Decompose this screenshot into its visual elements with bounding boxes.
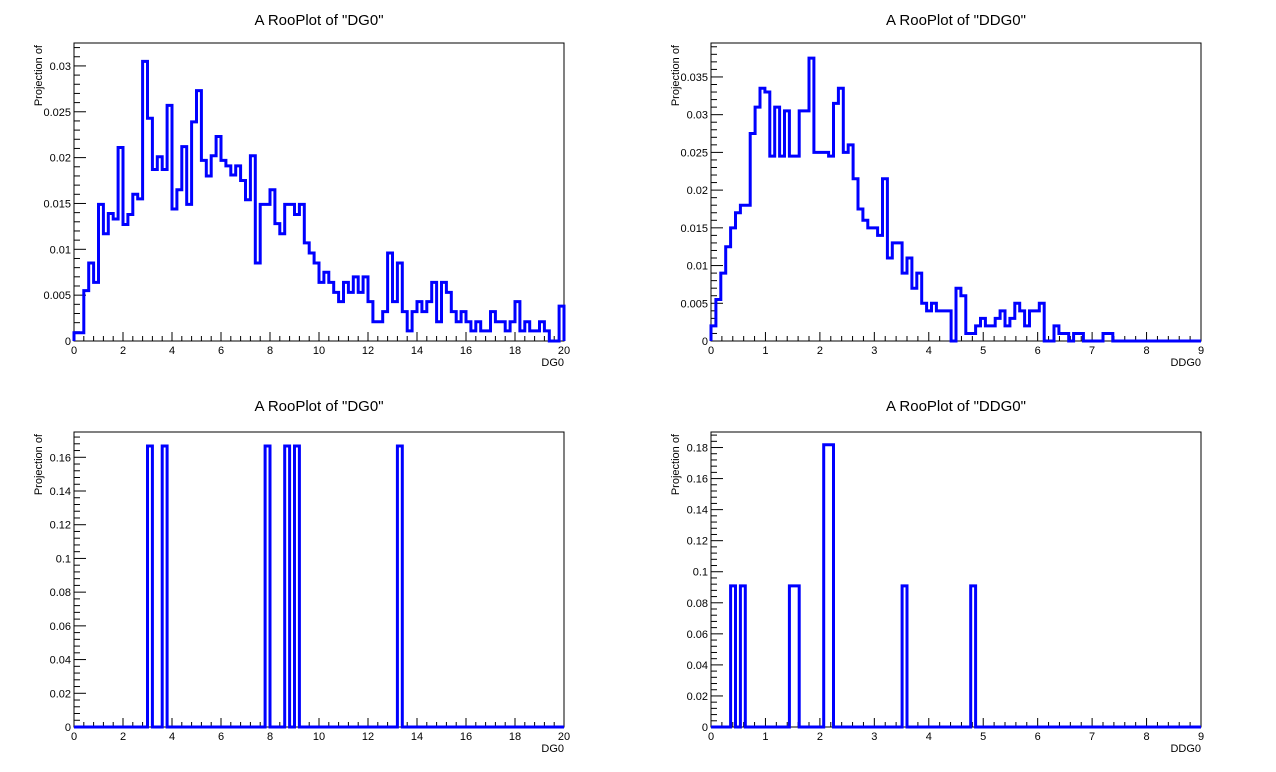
x-tick-label: 6 [1035, 731, 1041, 743]
x-tick-label: 1 [762, 345, 768, 357]
y-tick-label: 0.02 [50, 153, 71, 165]
x-tick-label: 5 [980, 345, 986, 357]
y-tick-label: 0.1 [56, 553, 71, 565]
y-tick-label: 0.005 [680, 298, 708, 310]
x-tick-label: 18 [509, 345, 521, 357]
y-tick-label: 0.025 [43, 107, 71, 119]
y-axis-label: Projection of [33, 433, 45, 495]
y-tick-label: 0 [65, 336, 71, 348]
y-axis-label: Projection of [670, 433, 682, 495]
x-tick-label: 1 [762, 731, 768, 743]
x-tick-label: 3 [871, 345, 877, 357]
y-tick-label: 0.18 [687, 443, 708, 455]
y-tick-label: 0.025 [680, 147, 708, 159]
x-tick-label: 20 [558, 345, 570, 357]
y-tick-label: 0.03 [50, 61, 71, 73]
x-tick-label: 6 [1035, 345, 1041, 357]
x-tick-label: 0 [708, 345, 714, 357]
x-tick-label: 9 [1198, 345, 1204, 357]
x-tick-label: 8 [267, 345, 273, 357]
y-tick-label: 0.005 [43, 290, 71, 302]
x-axis-label: DG0 [541, 357, 564, 369]
x-tick-label: 8 [267, 731, 273, 743]
y-tick-label: 0.06 [687, 629, 708, 641]
x-tick-label: 10 [313, 345, 325, 357]
x-tick-label: 4 [169, 345, 175, 357]
y-tick-label: 0.16 [687, 474, 708, 486]
x-tick-label: 3 [871, 731, 877, 743]
y-tick-label: 0.12 [687, 536, 708, 548]
y-tick-label: 0.03 [687, 110, 708, 122]
y-tick-label: 0.08 [687, 598, 708, 610]
x-tick-label: 2 [120, 345, 126, 357]
x-tick-label: 0 [708, 731, 714, 743]
x-tick-label: 4 [169, 731, 175, 743]
y-tick-label: 0.02 [687, 691, 708, 703]
x-tick-label: 0 [71, 731, 77, 743]
chart-panel-4: A RooPlot of "DDG0" Projection of DDG0 0 1 2 3… [670, 398, 1204, 755]
chart-title: A RooPlot of "DDG0" [886, 12, 1026, 29]
histogram-series-1 [711, 443, 1201, 729]
x-tick-label: 4 [926, 345, 932, 357]
y-tick-label: 0.02 [50, 688, 71, 700]
chart-panel-3: A RooPlot of "DG0" Projection of DG0 0 2 4 6 8 1… [33, 398, 570, 755]
y-tick-label: 0 [702, 722, 708, 734]
y-tick-label: 0 [702, 336, 708, 348]
x-axis-label: DDG0 [1170, 357, 1201, 369]
y-tick-label: 0.01 [50, 244, 71, 256]
x-axis-label: DG0 [541, 743, 564, 755]
y-tick-label: 0.01 [687, 261, 708, 273]
x-tick-label: 7 [1089, 731, 1095, 743]
x-tick-label: 9 [1198, 731, 1204, 743]
x-tick-label: 18 [509, 731, 521, 743]
x-tick-label: 6 [218, 731, 224, 743]
x-tick-label: 2 [817, 731, 823, 743]
y-tick-label: 0.14 [687, 505, 708, 517]
chart-panel-1: A RooPlot of "DG0" Projection of DG0 0 2 4 6 8 1… [33, 12, 570, 369]
x-tick-label: 2 [120, 731, 126, 743]
x-tick-label: 20 [558, 731, 570, 743]
y-tick-label: 0.035 [680, 72, 708, 84]
histogram-series-1 [74, 444, 564, 729]
histogram-series-1 [709, 56, 1201, 343]
y-tick-label: 0.08 [50, 587, 71, 599]
y-tick-label: 0.015 [680, 223, 708, 235]
histogram-series-1 [72, 59, 566, 343]
x-tick-label: 7 [1089, 345, 1095, 357]
y-tick-label: 0.06 [50, 621, 71, 633]
x-tick-label: 8 [1143, 731, 1149, 743]
plot-frame [710, 431, 1202, 728]
x-axis-label: DDG0 [1170, 743, 1201, 755]
x-tick-label: 12 [362, 345, 374, 357]
x-tick-label: 8 [1143, 345, 1149, 357]
y-tick-label: 0.04 [687, 660, 708, 672]
x-tick-label: 16 [460, 731, 472, 743]
chart-panel-2: A RooPlot of "DDG0" Projection of DDG0 0 1 2 3… [670, 12, 1204, 369]
x-tick-label: 12 [362, 731, 374, 743]
x-tick-label: 14 [411, 731, 423, 743]
y-tick-label: 0.14 [50, 486, 71, 498]
x-tick-label: 16 [460, 345, 472, 357]
x-tick-label: 10 [313, 731, 325, 743]
y-axis-label: Projection of [670, 44, 682, 106]
y-axis-label: Projection of [33, 44, 45, 106]
y-tick-label: 0.02 [687, 185, 708, 197]
x-tick-label: 14 [411, 345, 423, 357]
x-tick-label: 0 [71, 345, 77, 357]
chart-title: A RooPlot of "DG0" [254, 398, 383, 415]
y-tick-label: 0.12 [50, 520, 71, 532]
y-tick-label: 0 [65, 722, 71, 734]
x-tick-label: 5 [980, 731, 986, 743]
y-tick-label: 0.015 [43, 198, 71, 210]
y-tick-label: 0.04 [50, 655, 71, 667]
x-tick-label: 4 [926, 731, 932, 743]
y-tick-label: 0.1 [693, 567, 708, 579]
x-tick-label: 2 [817, 345, 823, 357]
y-tick-label: 0.16 [50, 452, 71, 464]
chart-title: A RooPlot of "DDG0" [886, 398, 1026, 415]
chart-title: A RooPlot of "DG0" [254, 12, 383, 29]
x-tick-label: 6 [218, 345, 224, 357]
